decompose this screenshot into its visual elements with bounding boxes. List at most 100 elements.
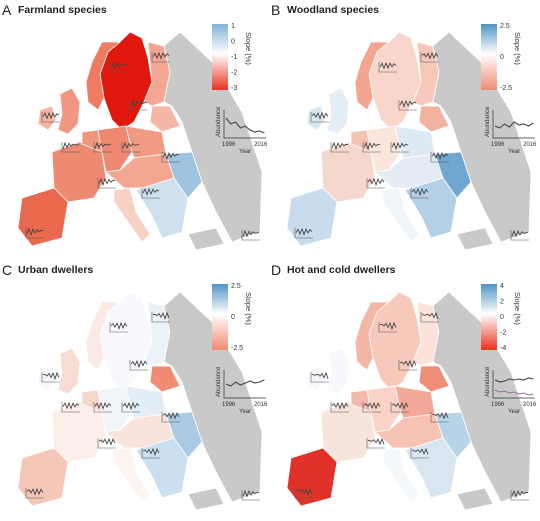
mini-trend-plot xyxy=(310,371,329,383)
mini-trend-plot xyxy=(25,227,44,239)
country-france xyxy=(320,401,376,463)
mini-trend-plot xyxy=(121,401,140,413)
mini-trend-plot xyxy=(330,141,349,153)
inset-xlabel: Year xyxy=(239,409,251,415)
country-turkey xyxy=(187,227,225,251)
mini-trend-plot xyxy=(141,187,160,199)
mini-trend-plot xyxy=(310,111,329,123)
inset-xtick: 2016 xyxy=(523,142,537,148)
inset-ylabel: Abundance xyxy=(216,366,222,397)
mini-trend-plot xyxy=(151,311,170,323)
mini-trend-plot xyxy=(390,141,409,153)
mini-trend-plot xyxy=(390,401,409,413)
inset-xtick: 2016 xyxy=(254,402,268,408)
country-italy xyxy=(382,187,420,243)
panel-letter: B xyxy=(271,2,281,18)
inset-xlabel: Year xyxy=(508,149,520,155)
legend-tick: 2.5 xyxy=(231,283,241,290)
mini-trend-plot xyxy=(241,229,260,241)
panel-title: Hot and cold dwellers xyxy=(287,264,396,276)
mini-trend-plot xyxy=(141,447,160,459)
legend-tick: -2 xyxy=(500,330,506,337)
mini-trend-plot xyxy=(41,111,60,123)
panel-urban: C Urban dwellers 2.5 0 -2.5 Slope (%) Abunda… xyxy=(2,262,270,520)
country-ukraine xyxy=(165,151,203,199)
inset-xlabel: Year xyxy=(508,409,520,415)
legend-label: Slope (%) xyxy=(244,292,253,325)
country-uk xyxy=(326,347,350,395)
panel-title: Farmland species xyxy=(18,4,107,16)
mini-trend-plot xyxy=(93,401,112,413)
mini-trend-plot xyxy=(294,227,313,239)
mini-trend-plot xyxy=(362,401,381,413)
inset-xlabel: Year xyxy=(239,149,251,155)
mini-trend-plot xyxy=(378,61,397,73)
mini-trend-plot xyxy=(362,141,381,153)
mini-trend-plot xyxy=(410,187,429,199)
mini-trend-plot xyxy=(109,321,128,333)
mini-trend-plot xyxy=(410,447,429,459)
legend-tick: 4 xyxy=(500,283,504,290)
legend-label: Slope (%) xyxy=(513,292,522,325)
country-france xyxy=(51,141,107,203)
legend-tick: 0 xyxy=(500,314,504,321)
mini-trend-plot xyxy=(93,141,112,153)
mini-trend-plot xyxy=(61,401,80,413)
legend-tick: 2.5 xyxy=(500,23,510,30)
country-uk xyxy=(57,87,81,135)
panel-farmland: A Farmland species 1 0 -1 -2 -3 Slope (%) Abun… xyxy=(2,2,270,260)
legend-tick: -2 xyxy=(231,70,237,77)
mini-trend-plot xyxy=(121,141,140,153)
country-baltics xyxy=(418,105,450,133)
country-ireland xyxy=(306,365,326,391)
inset-xtick: 1996 xyxy=(222,402,236,408)
inset-xtick: 2016 xyxy=(523,402,537,408)
country-ukraine xyxy=(434,411,472,459)
legend-tick: -3 xyxy=(231,85,237,92)
mini-trend-plot xyxy=(151,51,170,63)
panel-letter: A xyxy=(2,2,12,18)
legend-tick: 0 xyxy=(231,39,235,46)
legend-tick: -2.5 xyxy=(500,85,512,92)
legend-tick: 1 xyxy=(231,23,235,30)
legend-tick: -2.5 xyxy=(231,345,243,352)
country-uk xyxy=(326,87,350,135)
country-iberia xyxy=(17,187,69,247)
mini-trend-plot xyxy=(398,99,417,111)
legend-colorbar xyxy=(481,24,497,90)
panel-hot-cold: D Hot and cold dwellers 4 2 0 -2 -4 Slope (%)… xyxy=(271,262,539,520)
country-ireland xyxy=(37,365,57,391)
mini-trend-plot xyxy=(510,489,529,501)
mini-trend-plot xyxy=(294,487,313,499)
country-baltics xyxy=(149,365,181,393)
mini-trend-plot xyxy=(420,51,439,63)
country-turkey xyxy=(456,227,494,251)
legend-tick: 0 xyxy=(231,314,235,321)
mini-trend-plot xyxy=(398,359,417,371)
panel-title: Urban dwellers xyxy=(18,264,94,276)
inset-xtick: 1996 xyxy=(491,402,505,408)
mini-trend-plot xyxy=(25,487,44,499)
country-uk xyxy=(57,347,81,395)
inset-ylabel: Abundance xyxy=(485,106,491,137)
mini-trend-plot xyxy=(129,99,148,111)
country-norway xyxy=(85,41,122,111)
mini-trend-plot xyxy=(61,141,80,153)
mini-trend-plot xyxy=(97,177,116,189)
mini-trend-plot xyxy=(510,229,529,241)
panel-letter: C xyxy=(2,262,13,278)
inset-xtick: 2016 xyxy=(254,142,268,148)
legend-colorbar xyxy=(212,24,228,90)
mini-trend-plot xyxy=(109,61,128,73)
legend-colorbar xyxy=(212,284,228,350)
country-iberia xyxy=(17,447,69,507)
panel-woodland: B Woodland species 2.5 0 -2.5 Slope (%) Abun… xyxy=(271,2,539,260)
country-italy xyxy=(382,447,420,503)
panel-letter: D xyxy=(271,262,282,278)
